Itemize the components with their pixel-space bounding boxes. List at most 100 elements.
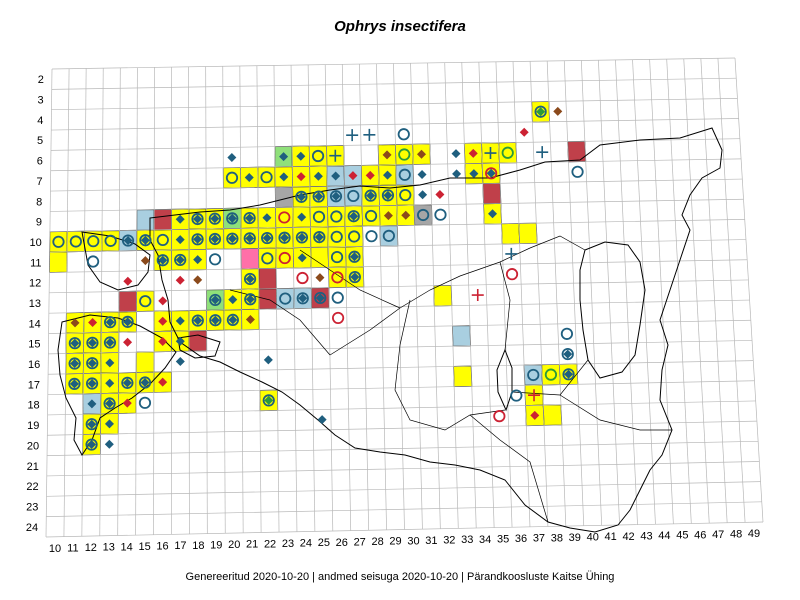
grid-cell-29-10	[379, 225, 399, 247]
marker-circle-red	[331, 271, 344, 284]
grid-vline	[615, 59, 638, 525]
county-boundary-6	[229, 249, 401, 356]
marker-diamond-blue	[297, 212, 307, 222]
marker-diamond-blue	[349, 211, 359, 221]
grid-hline	[46, 481, 761, 497]
marker-diamond-blue	[417, 169, 427, 179]
marker-circle-blue	[191, 212, 204, 226]
row-label: 19	[27, 420, 39, 432]
marker-circle-blue	[103, 336, 117, 349]
marker-diamond-blue	[123, 317, 133, 327]
marker-diamond-brown	[383, 211, 393, 221]
grid-cell-22-11	[258, 247, 277, 270]
column-label: 30	[407, 535, 419, 547]
grid-cell-37-17	[523, 364, 543, 386]
marker-diamond-red	[175, 275, 185, 285]
marker-diamond-red	[158, 296, 168, 306]
marker-diamond-blue	[87, 358, 97, 368]
marker-diamond-blue	[105, 338, 115, 348]
marker-diamond-blue	[104, 419, 114, 429]
marker-circle-blue	[534, 105, 547, 118]
marker-diamond-blue	[193, 316, 203, 326]
column-label: 22	[264, 538, 276, 550]
marker-circle-blue	[571, 165, 584, 178]
marker-circle-blue	[417, 208, 430, 222]
marker-circle-blue	[243, 232, 256, 245]
marker-circle-blue	[226, 313, 239, 326]
row-label: 11	[30, 257, 41, 269]
grid-hline	[48, 319, 751, 334]
column-label: 20	[228, 539, 240, 551]
row-label: 2	[38, 74, 44, 86]
marker-diamond-brown	[315, 273, 325, 283]
marker-diamond-blue	[315, 293, 325, 303]
column-label: 19	[210, 539, 222, 551]
marker-diamond-blue	[70, 338, 80, 348]
marker-diamond-blue	[175, 316, 185, 326]
county-boundary-4	[469, 414, 549, 523]
marker-diamond-blue	[87, 399, 97, 409]
grid-vline	[580, 60, 603, 526]
marker-circle-blue	[243, 272, 257, 286]
grid-cell-22-13	[258, 288, 278, 310]
marker-circle-blue	[295, 231, 309, 244]
marker-circle-green	[501, 146, 514, 159]
marker-diamond-blue	[279, 172, 289, 182]
column-label: 24	[300, 538, 312, 550]
grid-hline	[47, 380, 755, 395]
marker-circle-blue	[296, 292, 309, 305]
marker-diamond-red	[468, 148, 478, 158]
marker-circle-blue	[261, 231, 274, 245]
marker-diamond-red	[365, 170, 375, 180]
marker-diamond-blue	[331, 171, 341, 181]
marker-circle-blue	[156, 254, 169, 267]
marker-diamond-blue	[70, 359, 80, 369]
column-label: 27	[354, 536, 366, 548]
column-label: 12	[85, 542, 97, 554]
marker-cross-blue	[329, 149, 342, 162]
marker-diamond-red	[530, 410, 540, 420]
marker-diamond-blue	[158, 255, 168, 265]
grid-vline	[273, 65, 280, 533]
marker-diamond-blue	[87, 440, 97, 450]
grid-cell-15-16	[135, 351, 155, 373]
marker-circle-blue	[121, 315, 134, 328]
marker-diamond-green	[264, 395, 274, 405]
column-label: 15	[138, 541, 150, 553]
grid-hline	[49, 259, 748, 273]
marker-circle-blue	[364, 189, 377, 202]
saaremaa-outline	[57, 314, 177, 456]
grid-hline	[47, 400, 756, 416]
county-boundary-1	[329, 235, 586, 356]
marker-diamond-blue	[451, 149, 461, 159]
grid-hline	[50, 178, 743, 192]
marker-circle-blue	[86, 336, 99, 349]
marker-circle-blue	[68, 357, 81, 370]
marker-circle-blue	[226, 212, 239, 225]
marker-diamond-blue	[175, 235, 185, 245]
column-label: 31	[425, 535, 437, 547]
marker-circle-blue	[330, 230, 343, 243]
grid-vline	[117, 67, 121, 536]
marker-circle-blue	[208, 253, 222, 266]
column-label: 44	[658, 530, 670, 542]
marker-circle-blue	[381, 189, 395, 202]
grid-vline	[598, 60, 620, 526]
marker-circle-blue	[398, 168, 411, 181]
marker-diamond-blue	[210, 234, 220, 244]
row-label: 6	[37, 156, 43, 168]
column-label: 28	[371, 536, 383, 548]
marker-cross-red	[471, 289, 484, 302]
grid-vline	[444, 62, 459, 529]
row-label: 9	[36, 217, 42, 229]
column-label: 16	[156, 541, 168, 553]
column-label: 34	[479, 534, 491, 546]
grid-cell-38-19	[542, 404, 563, 426]
marker-diamond-blue	[227, 152, 237, 162]
grid-cell-25-9	[309, 206, 329, 228]
grid-vline	[205, 66, 208, 534]
grid-vline	[546, 61, 567, 527]
marker-diamond-blue	[349, 252, 359, 262]
grid-cell-31-9	[413, 204, 433, 226]
grid-vline	[222, 66, 226, 534]
